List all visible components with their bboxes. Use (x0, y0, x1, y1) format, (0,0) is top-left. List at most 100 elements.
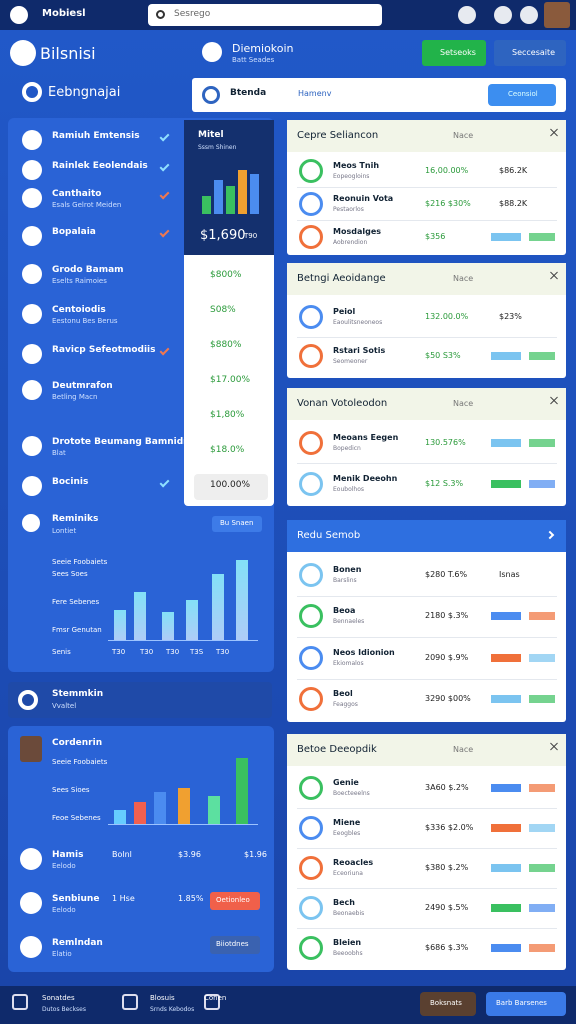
panel-value[interactable]: $800% (210, 270, 242, 280)
chart-label: Fere Sebenes (52, 598, 100, 606)
icon (299, 158, 323, 183)
chart-bar (214, 180, 223, 214)
row-title: Meos Tnih (333, 160, 380, 170)
icon (22, 188, 42, 208)
check (159, 189, 170, 200)
icon (10, 40, 36, 66)
bar (529, 784, 555, 792)
tab[interactable]: Btenda (230, 88, 267, 98)
row-sub: Barslins (333, 576, 357, 584)
row-sub: Elatio (52, 950, 72, 958)
panel-top: Mitel Sssm Shinen $1,690 T90 (184, 120, 274, 255)
menu-item-title[interactable]: Drotote Beumang Bamnidn (52, 437, 190, 447)
menu-item-title[interactable]: Grodo Bamam (52, 265, 124, 275)
icon (299, 604, 323, 629)
menu-item-title[interactable]: Bocinis (52, 477, 89, 487)
row-title: Miene (333, 818, 361, 827)
icon (299, 344, 323, 369)
menu-item-title[interactable]: Centoiodis (52, 305, 106, 315)
row-title: Bleien (333, 938, 362, 947)
card-title: Redu Semob (297, 530, 361, 541)
bar (529, 904, 555, 912)
search-box[interactable]: Sesrego (148, 4, 382, 26)
icon (204, 994, 220, 1010)
x-label: T30 (216, 648, 230, 656)
row-sub: Boecteeelns (333, 790, 370, 797)
row-button[interactable]: Oetionleo (210, 892, 260, 910)
row-sub: Pestaorlos (333, 205, 364, 213)
header-button[interactable]: Seccesaite (494, 40, 566, 66)
row-sub: Eelodo (52, 862, 76, 870)
bottom-button[interactable]: Barb Barsenes (486, 992, 566, 1016)
menu-item-title[interactable]: Ramiuh Emtensis (52, 131, 140, 141)
card: Betoe Deeopdik Nace Genie Boecteeelns 3A60 $… (287, 734, 566, 970)
pill[interactable]: Ceonsiol (488, 84, 556, 106)
row-value: $216 $30% (425, 198, 471, 208)
panel-value[interactable]: $1,80% (210, 410, 245, 420)
check (159, 345, 170, 356)
nav-title[interactable]: Blosuis (150, 994, 175, 1002)
icon (299, 896, 323, 920)
icon (20, 848, 42, 870)
button-label: Oetionleo (216, 896, 250, 904)
icon (18, 690, 38, 710)
card-header (287, 520, 566, 552)
divider (297, 187, 557, 188)
nav-title[interactable]: Conen (204, 994, 227, 1002)
tab[interactable]: Hamenv (298, 89, 332, 98)
menu-item-sub: Blat (52, 449, 66, 457)
row-sub: Eeogbles (333, 830, 361, 837)
bar (491, 695, 521, 704)
row-title: Hamis (52, 850, 84, 860)
tab-bar: Btenda Hamenv Ceonsiol (192, 78, 566, 112)
sidebar-subtitle: Eebngnajai (48, 85, 121, 100)
check (159, 477, 170, 488)
value-box (194, 474, 268, 500)
menu-item-title[interactable]: Deutmrafon (52, 381, 113, 391)
menu-item-title[interactable]: Bopalaia (52, 227, 96, 237)
icon (299, 430, 323, 455)
divider (297, 637, 557, 638)
bar (529, 653, 555, 662)
chart-axis (108, 640, 258, 641)
row-title: Beol (333, 689, 353, 699)
icon (22, 304, 42, 324)
icon (299, 936, 323, 960)
panel-value[interactable]: $17.00% (210, 375, 251, 385)
icon (22, 344, 42, 364)
section[interactable]: Stemmkin Vvaltel (8, 682, 272, 718)
bottom-button[interactable]: Boksnats (420, 992, 476, 1016)
avatar (544, 2, 570, 28)
panel-value[interactable]: $18.0% (210, 445, 245, 455)
nav-sub: Dutos Beckses (42, 1006, 87, 1013)
panel-value[interactable]: S08% (210, 305, 236, 315)
bar (491, 352, 521, 361)
chart-bar (250, 174, 259, 214)
menu-item-title[interactable]: Canthaito (52, 189, 102, 199)
chart-bar (236, 560, 248, 640)
bar (491, 904, 521, 912)
panel-value[interactable]: $880% (210, 340, 242, 350)
check (159, 161, 170, 172)
chart-bar (202, 196, 211, 214)
card-label: Feoe Sebenes (52, 814, 101, 822)
menu-item-title[interactable]: Rainlek Eeolendais (52, 161, 148, 171)
chart-button[interactable]: Bu Snaen (212, 516, 262, 532)
divider (297, 808, 557, 809)
menu-item-sub: Eselts Raimoies (52, 277, 107, 285)
row-value: Isnas (499, 569, 520, 579)
nav-title[interactable]: Sonatdes (42, 994, 75, 1002)
chart-bar (226, 186, 235, 214)
chart-bar (162, 612, 174, 640)
card-header (287, 120, 566, 152)
header-button[interactable]: Setseoks (422, 40, 486, 66)
row-title: Reoacles (333, 858, 374, 867)
icon (299, 856, 323, 880)
row-sub: Beeoobhs (333, 950, 363, 957)
menu-item-title[interactable]: Ravicp Sefeotmodiis (52, 345, 156, 355)
row-button[interactable]: Biiotdnes (210, 936, 260, 954)
row-sub: Beonaebis (333, 910, 365, 917)
row-value: 3290 $00% (425, 694, 471, 704)
bar (491, 232, 521, 241)
panel-value[interactable]: 100.00% (210, 480, 251, 490)
